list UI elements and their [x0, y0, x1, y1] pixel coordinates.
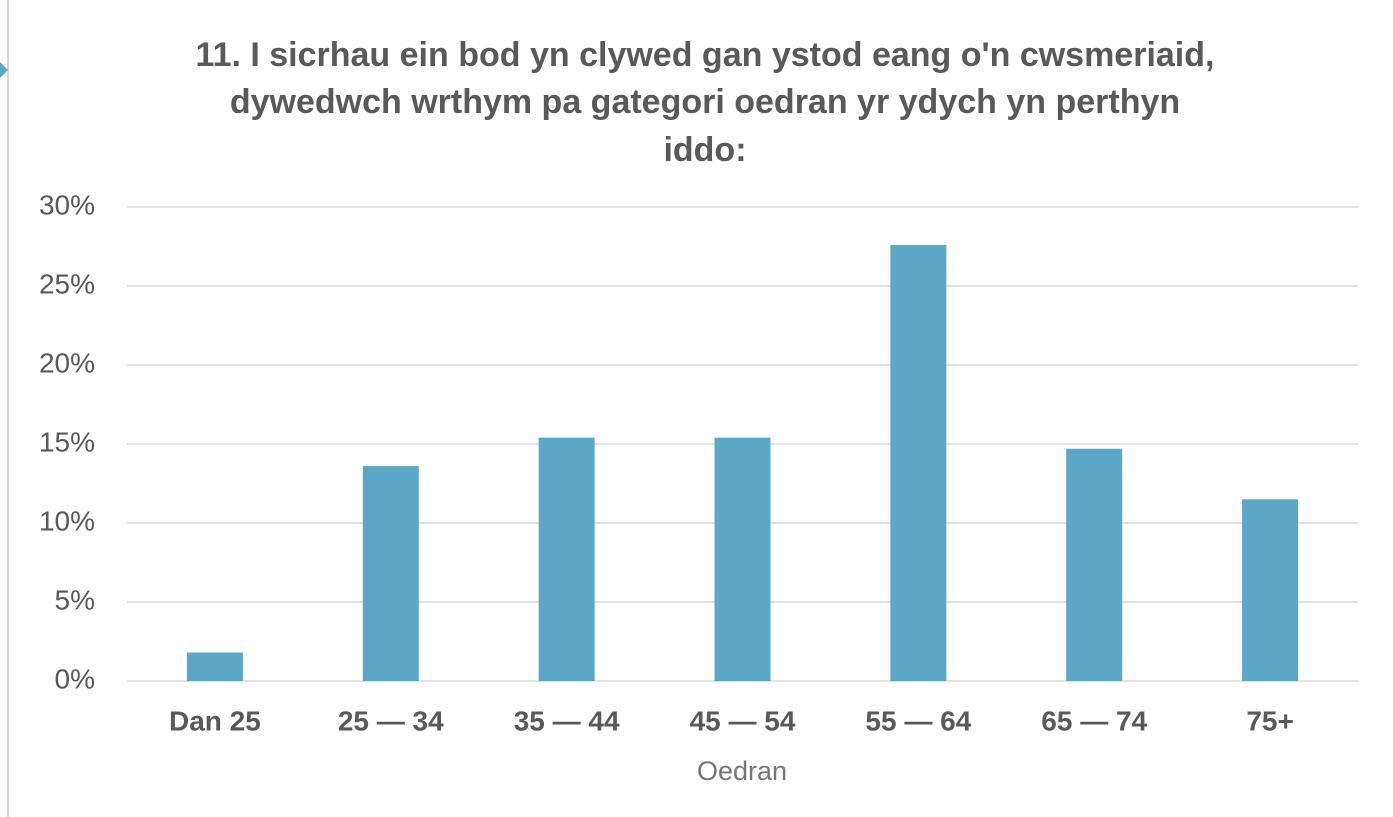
x-axis-title: Oedran [697, 756, 787, 786]
bar [714, 437, 771, 681]
y-tick-label: 10% [39, 505, 95, 536]
y-tick-label: 20% [39, 347, 95, 378]
x-tick-label: 25 — 34 [338, 705, 444, 736]
x-tick-label: 65 — 74 [1041, 705, 1147, 736]
x-tick-label: 55 — 64 [865, 705, 971, 736]
chart-title: 11. I sicrhau ein bod yn clywed gan ysto… [196, 36, 1215, 74]
x-tick-label: Dan 25 [169, 705, 261, 736]
y-tick-label: 25% [39, 268, 95, 299]
chart-title: iddo: [663, 131, 746, 169]
bar [362, 466, 419, 681]
chart-border [7, 0, 9, 817]
corner-marker [0, 62, 8, 78]
bar [1066, 448, 1123, 681]
y-tick-label: 30% [39, 189, 95, 220]
chart-title: dywedwch wrthym pa gategori oedran yr yd… [230, 83, 1180, 121]
y-tick-label: 5% [55, 584, 95, 615]
x-tick-label: 75+ [1246, 705, 1294, 736]
bar [186, 652, 243, 681]
bar [890, 244, 947, 682]
x-tick-label: 45 — 54 [690, 705, 796, 736]
bar [538, 437, 595, 681]
y-tick-label: 15% [39, 426, 95, 457]
x-tick-label: 35 — 44 [514, 705, 620, 736]
y-tick-label: 0% [55, 663, 95, 694]
bar [1242, 499, 1299, 681]
